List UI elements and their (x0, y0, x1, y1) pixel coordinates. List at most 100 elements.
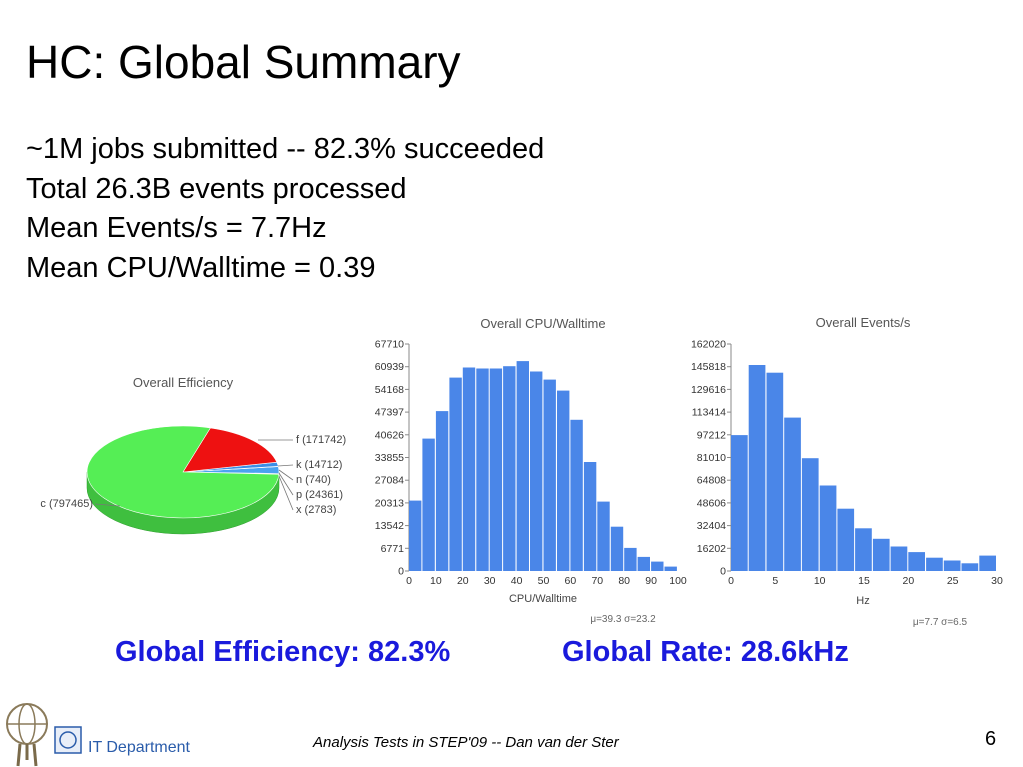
events-hist-body: 0 16202 32404 48606 64808 81010 97212 113414 129… (691, 339, 1003, 588)
bullet-jobs: ~1M jobs submitted -- 82.3% succeeded (26, 133, 545, 165)
y-tick-label: 16202 (697, 543, 726, 555)
cpu-hist-body: 0 6771 13542 20313 27084 33855 40626 47397 54168… (375, 339, 687, 588)
histogram-bar (664, 566, 677, 571)
pie-labels: c (797465) f (171742) k (14712) n (740) p (2… (40, 434, 346, 516)
bullet-rate: Mean Events/s = 7.7Hz (26, 212, 327, 244)
y-tick-label: 67710 (375, 339, 404, 351)
histogram-bar (570, 419, 583, 571)
pie-body (86, 425, 280, 535)
histogram-bar (422, 438, 435, 571)
atlas-logo-icon (6, 703, 48, 767)
y-tick-label: 47397 (375, 407, 404, 419)
pie-slice-label: c (797465) (40, 498, 93, 510)
histogram-bar (731, 435, 748, 571)
pie-leader-line (278, 472, 294, 496)
x-tick-label: 100 (669, 575, 687, 587)
y-tick-label: 81010 (697, 452, 726, 464)
efficiency-pie-chart: Overall Efficiency c (797465) f (171742) k… (40, 375, 346, 535)
pie-leader-line (278, 469, 294, 481)
x-tick-label: 50 (538, 575, 550, 587)
slide-title: HC: Global Summary (26, 36, 461, 88)
x-tick-label: 15 (858, 575, 870, 587)
global-efficiency-label: Global Efficiency: 82.3% (115, 636, 451, 668)
x-tick-label: 60 (565, 575, 577, 587)
histogram-bar (872, 538, 890, 571)
histogram-bar (543, 379, 556, 571)
pie-slice-label: x (2783) (296, 504, 336, 516)
y-tick-label: 20313 (375, 497, 404, 509)
histogram-bar (766, 372, 784, 571)
pie-slice-label: k (14712) (296, 459, 342, 471)
histogram-bar (890, 546, 908, 571)
x-tick-label: 20 (457, 575, 469, 587)
histogram-bar (449, 377, 462, 571)
cpu-hist-title: Overall CPU/Walltime (480, 316, 605, 331)
y-tick-label: 60939 (375, 361, 404, 373)
y-tick-label: 6771 (381, 543, 405, 555)
events-per-second-histogram: Overall Events/s 0 16202 32404 48606 64808 81… (691, 315, 1003, 628)
x-tick-label: 90 (645, 575, 657, 587)
histogram-bar (855, 528, 872, 571)
histogram-bar (979, 555, 996, 571)
histogram-bar (409, 500, 422, 571)
events-hist-stats: μ=7.7 σ=6.5 (913, 617, 968, 628)
x-tick-label: 10 (814, 575, 826, 587)
pie-slice-label: p (24361) (296, 489, 343, 501)
y-tick-label: 64808 (697, 475, 726, 487)
x-tick-label: 70 (591, 575, 603, 587)
y-tick-label: 145818 (691, 361, 726, 373)
cpu-hist-stats: μ=39.3 σ=23.2 (590, 614, 656, 625)
cpu-hist-xlabel: CPU/Walltime (509, 593, 577, 605)
cpu-walltime-histogram: Overall CPU/Walltime 0 6771 13542 20313 2708… (375, 316, 687, 625)
x-tick-label: 10 (430, 575, 442, 587)
y-tick-label: 162020 (691, 339, 726, 351)
x-tick-label: 0 (728, 575, 734, 587)
cern-logo-icon (54, 726, 82, 754)
y-tick-label: 33855 (375, 452, 404, 464)
y-tick-label: 32404 (697, 520, 726, 532)
x-tick-label: 25 (947, 575, 959, 587)
x-tick-label: 30 (991, 575, 1003, 587)
events-hist-title: Overall Events/s (816, 315, 911, 330)
x-tick-label: 0 (406, 575, 412, 587)
y-tick-label: 48606 (697, 497, 726, 509)
histogram-bar (819, 485, 837, 571)
pie-slice-label: f (171742) (296, 434, 346, 446)
histogram-bar (583, 462, 597, 571)
pie-slice (86, 425, 280, 519)
histogram-bar (637, 556, 650, 571)
histogram-bar (462, 367, 476, 571)
histogram-bar (597, 501, 610, 571)
footer-text: Analysis Tests in STEP'09 -- Dan van der… (313, 734, 619, 751)
histogram-bar (503, 366, 516, 571)
histogram-bar (961, 563, 979, 571)
it-department-label: IT Department (88, 739, 190, 756)
y-tick-label: 129616 (691, 384, 726, 396)
histogram-bar (624, 547, 637, 571)
bullet-cpu: Mean CPU/Walltime = 0.39 (26, 251, 376, 284)
x-tick-label: 30 (484, 575, 496, 587)
summary-bullets: ~1M jobs submitted -- 82.3% succeeded To… (26, 130, 544, 288)
histogram-bar (516, 361, 529, 571)
x-tick-label: 5 (772, 575, 778, 587)
histogram-bar (837, 508, 855, 571)
histogram-bar (610, 526, 624, 571)
bullet-events: Total 26.3B events processed (26, 172, 407, 205)
y-tick-label: 27084 (375, 475, 404, 487)
pie-slice-label: n (740) (296, 474, 331, 486)
histogram-bar (476, 368, 489, 571)
histogram-bar (435, 411, 449, 571)
pie-leader-line (277, 464, 294, 467)
histogram-bar (489, 368, 503, 571)
x-tick-label: 20 (902, 575, 914, 587)
histogram-bar (943, 560, 961, 571)
histogram-bar (784, 417, 801, 571)
page-number: 6 (985, 728, 997, 750)
pie-leader-line (278, 475, 294, 511)
histogram-bar (908, 552, 925, 571)
y-tick-label: 54168 (375, 384, 404, 396)
x-tick-label: 40 (511, 575, 523, 587)
pie-slice (182, 427, 278, 473)
events-hist-xlabel: Hz (856, 595, 869, 607)
